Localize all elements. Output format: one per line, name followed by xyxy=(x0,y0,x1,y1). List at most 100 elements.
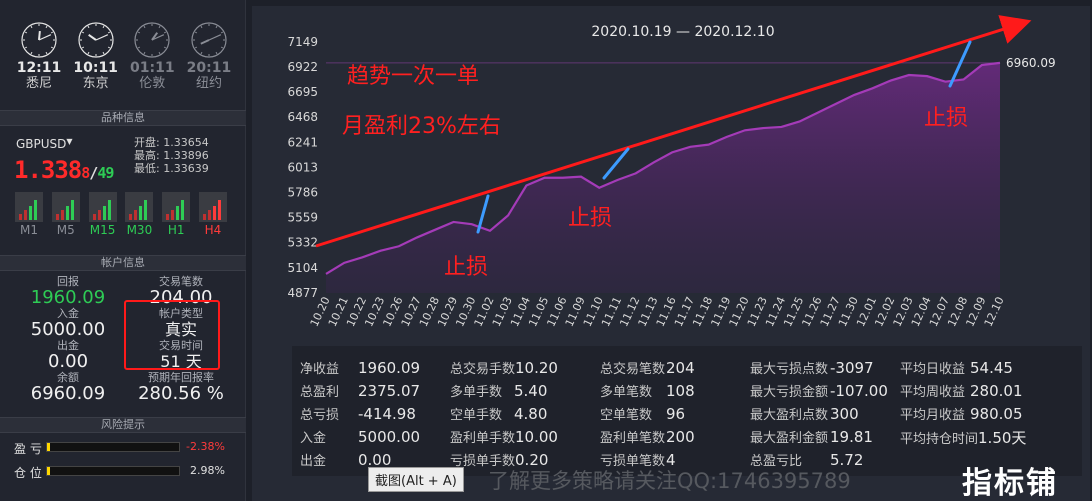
stat-value: 5000.00 xyxy=(358,428,421,446)
stat-total-trades: 总交易笔数204 xyxy=(600,358,695,377)
clock-city: 纽约 xyxy=(195,76,222,91)
signal-bars-icon xyxy=(15,192,43,222)
world-clocks: 12:11 悉尼 10:11 东京 01:11 伦敦 20:11 纽约 xyxy=(14,22,234,92)
stat-value: 108 xyxy=(666,382,695,400)
y-tick-label: 6922 xyxy=(287,60,318,74)
stat-value: 300 xyxy=(830,405,859,423)
stat-label: 总盈亏比 xyxy=(750,454,803,469)
account-info: 回报 1960.09 入金 5000.00 出金 0.00 余额 6960.09… xyxy=(10,275,236,404)
stat-pl-ratio: 总盈亏比 5.72 xyxy=(750,450,863,469)
equity-area xyxy=(326,62,1000,293)
signal-bars-icon xyxy=(162,192,191,222)
stat-label: 多单笔数 xyxy=(600,385,653,400)
equity-chart: 2020.10.19 — 2020.12.10 7149 6922 6695 6468 6… xyxy=(287,15,1056,329)
y-tick-label: 5104 xyxy=(287,261,318,275)
stat-max-win-amt: 最大盈利金额 19.81 xyxy=(750,427,873,446)
clock-time: 12:11 xyxy=(16,60,62,76)
trend-arrow xyxy=(315,15,1032,248)
balance-value: 6960.09 xyxy=(30,383,106,404)
stat-short-lots: 空单手数 4.80 xyxy=(450,404,547,423)
low-value: 1.33639 xyxy=(163,162,209,175)
stat-label: 最大亏损金额 xyxy=(750,385,829,400)
stat-value: 204 xyxy=(666,359,695,377)
price-bid-digit: 8 xyxy=(81,164,90,182)
stop-loss-arrow xyxy=(948,40,972,88)
y-tick-label: 5332 xyxy=(287,236,318,250)
stat-value: -414.98 xyxy=(358,405,416,423)
stat-value: 1.50天 xyxy=(978,429,1027,447)
timeframe-m15: M15 xyxy=(88,192,118,237)
stat-withdraw: 出金 0.00 xyxy=(300,450,391,469)
clock-face-icon xyxy=(134,22,170,58)
stat-max-win-pts: 最大盈利点数 300 xyxy=(750,404,859,423)
stat-loss-trades: 亏损单笔数4 xyxy=(600,450,676,469)
stat-label: 盈利单手数 xyxy=(450,431,516,446)
trades-label: 交易笔数 xyxy=(159,275,203,288)
timeframe-label: H4 xyxy=(204,223,222,237)
stat-label: 空单手数 xyxy=(450,408,503,423)
stat-label: 入金 xyxy=(300,431,327,446)
pnl-risk-label: 盈 亏 xyxy=(14,442,42,456)
annotation-monthly: 月盈利23%左右 xyxy=(342,114,501,139)
deposit-value: 5000.00 xyxy=(30,319,106,340)
y-tick-label: 6468 xyxy=(287,110,318,124)
section-instrument: 品种信息 xyxy=(0,110,246,126)
stat-value: 19.81 xyxy=(830,428,873,446)
timeframe-label: M1 xyxy=(20,223,38,237)
stat-label: 净收益 xyxy=(300,362,340,377)
stat-label: 总交易笔数 xyxy=(600,362,666,377)
equity-line xyxy=(325,61,1001,275)
annotation-stop-3: 止损 xyxy=(924,106,969,131)
y-tick-label: 6241 xyxy=(287,135,318,149)
stat-label: 平均日收益 xyxy=(900,362,966,377)
pnl-risk-bar xyxy=(46,442,180,452)
brand-logo: 指标铺 xyxy=(962,466,1058,501)
stat-label: 总亏损 xyxy=(300,408,340,423)
stat-max-loss-pts: 最大亏损点数 -3097 xyxy=(750,358,874,377)
stat-value: 54.45 xyxy=(970,359,1013,377)
account-type-value: 真实 xyxy=(164,320,197,339)
timeframe-label: M30 xyxy=(126,223,153,237)
stat-label: 盈利单笔数 xyxy=(600,431,666,446)
stat-net: 净收益 1960.09 xyxy=(300,358,420,377)
timeframe-m30: M30 xyxy=(124,192,154,237)
stat-short-trades: 空单笔数 96 xyxy=(600,404,685,423)
chevron-down-icon: ▼ xyxy=(66,137,73,146)
stat-value: 280.01 xyxy=(970,382,1023,400)
stat-avg-day: 平均日收益 54.45 xyxy=(900,358,1013,377)
stat-gross-profit: 总盈利 2375.07 xyxy=(300,381,420,400)
y-tick-label: 5559 xyxy=(287,211,318,225)
signal-bars-icon xyxy=(88,192,117,222)
pnl-risk-value: -2.38% xyxy=(186,440,225,453)
open-value: 1.33654 xyxy=(163,136,209,149)
stat-value: 1960.09 xyxy=(358,359,421,377)
screenshot-tooltip: 截图(Alt + A) xyxy=(368,467,464,492)
stat-win-trades: 盈利单笔数200 xyxy=(600,427,695,446)
clock-face-icon xyxy=(191,22,227,58)
stat-label: 平均周收益 xyxy=(900,385,966,400)
stat-value: 10.20 xyxy=(515,359,558,377)
stop-loss-arrow xyxy=(602,147,630,180)
balance-label: 余额 xyxy=(57,371,79,384)
stat-value: 0.20 xyxy=(515,451,549,469)
high-label: 最高: xyxy=(134,149,160,162)
clock-1: 10:11 东京 xyxy=(71,22,121,92)
timeframe-indicators: M1 M5 M15 M30 H1 H4 xyxy=(14,192,228,237)
stat-gross-loss: 总亏损 -414.98 xyxy=(300,404,416,423)
timeframe-label: M15 xyxy=(89,223,116,237)
duration-label: 交易时间 xyxy=(159,339,203,352)
signal-bars-icon xyxy=(125,192,154,222)
stat-label: 出金 xyxy=(300,454,327,469)
clock-city: 东京 xyxy=(82,76,109,91)
withdraw-value: 0.00 xyxy=(47,351,89,372)
stat-label: 亏损单手数 xyxy=(450,454,516,469)
deposit-label: 入金 xyxy=(57,307,79,320)
current-price: 1.3388/49 xyxy=(14,156,114,184)
symbol-selector[interactable]: GBPUSD▼ xyxy=(16,137,73,151)
clock-2: 01:11 伦敦 xyxy=(127,22,177,92)
stat-value: 0.00 xyxy=(358,451,392,469)
clock-0: 12:11 悉尼 xyxy=(14,22,64,92)
stat-avg-month: 平均月收益 980.05 xyxy=(900,404,1023,423)
timeframe-label: M5 xyxy=(56,223,75,237)
